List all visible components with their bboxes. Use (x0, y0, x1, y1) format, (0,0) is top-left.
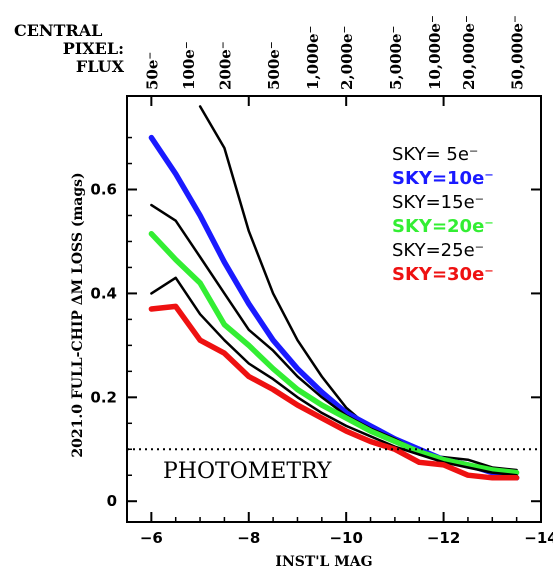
x-tick-label: −8 (237, 529, 260, 547)
legend-entry-6: SKY=30e⁻ (392, 264, 494, 285)
top-axis-labels: 50e⁻ 100e⁻ 200e⁻ 500e⁻ 1,000e⁻ 2,000e⁻ 5,000e⁻… (143, 15, 526, 90)
x-axis-label: INST'L MAG (275, 554, 372, 570)
y-tick-label: 0.2 (90, 388, 117, 406)
y-tick-label: 0.4 (90, 284, 117, 302)
x-tick-label: −10 (329, 529, 362, 547)
top-axis-label: 2,000e⁻ (338, 26, 356, 90)
top-axis-label: 50e⁻ (143, 52, 161, 90)
legend-entry-5: SKY=25e⁻ (392, 240, 484, 261)
x-tick-label: −6 (140, 529, 163, 547)
top-axis-title: CENTRAL PIXEL: FLUX (14, 22, 124, 76)
plot-frame (126, 95, 542, 523)
series-layer (148, 105, 520, 481)
top-axis-label: 10,000e⁻ (426, 15, 444, 90)
top-axis-label: 200e⁻ (216, 41, 234, 90)
series-line-5 (150, 276, 518, 477)
legend-entry-2: SKY=10e⁻ (392, 168, 494, 189)
top-axis-label: 5,000e⁻ (387, 26, 405, 90)
top-axis-label: 50,000e⁻ (509, 15, 527, 90)
y-axis-label: 2021.0 FULL-CHIP ΔM LOSS (mags) (70, 172, 86, 457)
top-axis-title-line2: PIXEL: (62, 39, 124, 58)
legend-entry-4: SKY=20e⁻ (392, 216, 494, 237)
top-axis-label: 1,000e⁻ (304, 26, 322, 90)
legend: SKY= 5e⁻ SKY=10e⁻ SKY=15e⁻ SKY=20e⁻ SKY=25e⁻… (392, 144, 494, 285)
top-axis-title-line1: CENTRAL (14, 21, 103, 40)
top-axis-title-line3: FLUX (75, 57, 124, 76)
series-line-4 (148, 230, 520, 476)
legend-entry-3: SKY=15e⁻ (392, 192, 484, 213)
photometry-annotation: PHOTOMETRY (163, 459, 332, 484)
y-tick-label: 0 (107, 492, 117, 510)
axis-ticks: −6 −8 −10 −12 −14 0 0.2 0.4 0.6 (90, 96, 553, 547)
series-line-6 (148, 303, 520, 481)
x-tick-label: −14 (524, 529, 553, 547)
legend-entry-1: SKY= 5e⁻ (392, 144, 478, 165)
x-tick-label: −12 (427, 529, 460, 547)
top-axis-label: 20,000e⁻ (460, 15, 478, 90)
top-axis-label: 500e⁻ (265, 41, 283, 90)
top-axis-label: 100e⁻ (180, 41, 198, 90)
y-tick-label: 0.6 (90, 181, 117, 199)
